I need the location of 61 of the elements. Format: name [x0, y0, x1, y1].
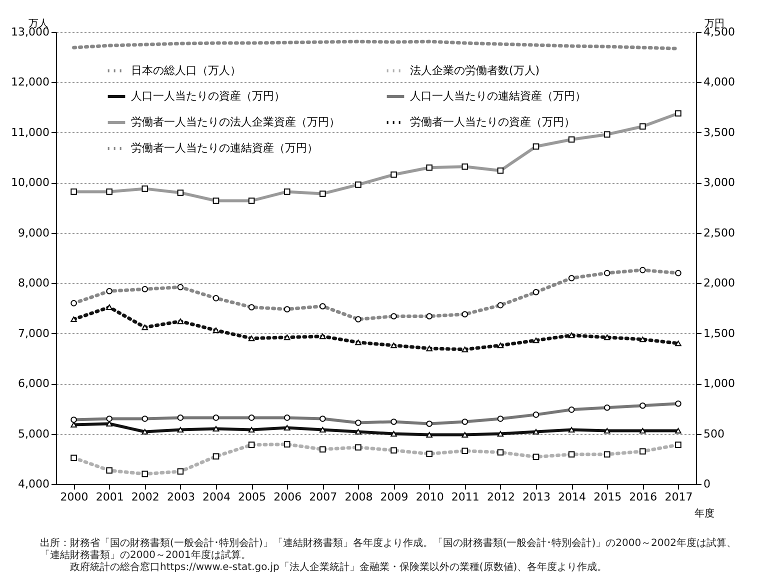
x-tick-label: 2009 [380, 490, 408, 504]
point [426, 346, 432, 352]
y2-tick-label: 500 [704, 427, 724, 440]
x-tick-label: 2017 [664, 490, 693, 504]
y2-tick-label: 0 [704, 478, 710, 490]
y-tick-label: 5,000 [18, 427, 50, 440]
legend-label: 人口一人当たりの連結資産（万円） [410, 90, 586, 102]
y2-tick-label: 2,000 [704, 276, 735, 290]
legend-label: 労働者一人当たりの連結資産（万円） [131, 142, 318, 154]
text: 政府統計の総合窓口https://www.e-stat.go.jp「法人企業統計」金融業・保険業以外の業種(原数値)、各年度より作成。 [69, 562, 608, 572]
point [320, 334, 326, 340]
y2-tick-label: 3,000 [704, 176, 735, 190]
x-tick-label: 2008 [344, 490, 373, 504]
x-tick-label: 2002 [131, 490, 160, 504]
y2-tick-label: 3,500 [704, 126, 735, 139]
x-tick-label: 2011 [451, 490, 480, 504]
x-tick-label: 2016 [629, 490, 658, 504]
line-series [72, 40, 680, 50]
y-tick-label: 8,000 [18, 276, 50, 290]
y2-tick-label: 1,500 [704, 326, 735, 340]
point [568, 332, 575, 338]
y2-tick-label: 1,000 [704, 377, 735, 390]
point [355, 340, 362, 346]
y-tick-label: 9,000 [18, 226, 50, 240]
legend-label: 労働者一人当たりの法人企業資産（万円） [131, 116, 340, 128]
y2-tick-label: 4,500 [704, 26, 735, 38]
legend-label: 労働者一人当たりの資産（万円） [410, 116, 575, 128]
x-tick-label: 2005 [238, 490, 266, 504]
x-tick-label: 2010 [416, 490, 444, 504]
y-tick-label: 7,000 [18, 326, 50, 340]
x-tick-label: 2000 [60, 490, 88, 504]
x-tick-label: 2015 [594, 490, 622, 504]
point [248, 336, 255, 342]
y2-tick-label: 4,000 [704, 76, 735, 89]
legend-label: 法人企業の労働者数(万人) [410, 64, 540, 77]
x-axis-title: 年度 [694, 508, 714, 520]
x-tick-label: 2013 [522, 490, 550, 504]
point [426, 432, 432, 438]
y-tick-label: 10,000 [11, 176, 50, 190]
point [390, 342, 397, 348]
x-tick-label: 2003 [166, 490, 195, 504]
point [142, 324, 148, 330]
y-tick-label: 11,000 [11, 126, 50, 139]
text: 出所：財務省「国の財務書類(一般会計･特別会計)」「連結財務書類」各年度より作成。「国の財務書類(一般会計･特別会計)」の2000～2002年度は試算、「連結財務書類」の2000～2001年度は試算。 [40, 538, 738, 562]
point [462, 346, 468, 352]
y-tick-label: 12,000 [11, 76, 50, 89]
x-tick-label: 2014 [558, 490, 586, 504]
x-tick-label: 2004 [202, 490, 230, 504]
legend-label: 人口一人当たりの資産（万円） [131, 90, 285, 102]
x-tick-label: 2012 [486, 490, 515, 504]
y2-tick-label: 2,500 [704, 226, 735, 240]
x-tick-label: 2006 [274, 490, 302, 504]
x-tick-label: 2001 [96, 490, 124, 504]
y-tick-label: 6,000 [18, 377, 50, 390]
x-tick-label: 2007 [309, 490, 338, 504]
point [462, 432, 468, 438]
y-tick-label: 4,000 [18, 478, 50, 490]
point [604, 334, 610, 340]
point [212, 328, 220, 334]
point [284, 334, 290, 340]
legend-label: 日本の総人口（万人） [131, 64, 241, 77]
